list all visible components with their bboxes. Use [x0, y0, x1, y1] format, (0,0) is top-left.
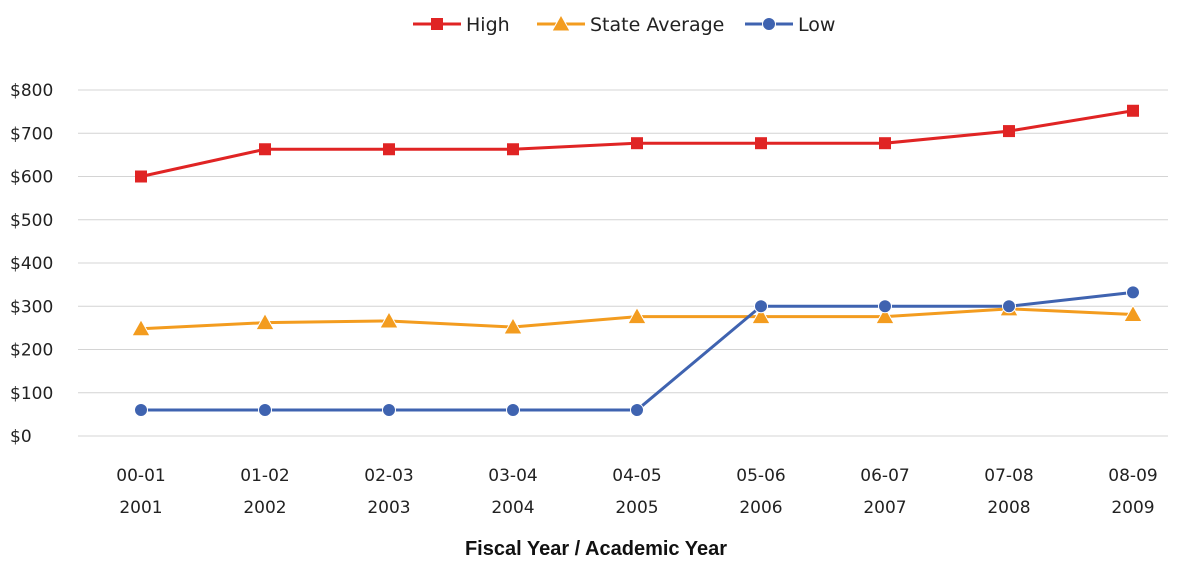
- y-tick-label: $100: [10, 384, 53, 404]
- legend: High State Average Low: [413, 13, 835, 36]
- y-tick-label: $0: [10, 427, 32, 447]
- y-tick-label: $600: [10, 168, 53, 188]
- x-tick-label: 2002: [243, 498, 286, 518]
- data-point: [875, 306, 895, 325]
- x-axis-ticks: 00-01 2001 01-02 2002 02-03 2003 03-04 2004 04-0…: [116, 466, 1157, 518]
- x-tick-label: 2008: [987, 498, 1030, 518]
- y-tick-label: $700: [10, 124, 53, 144]
- legend-marker: [762, 17, 776, 31]
- y-tick-label: $500: [10, 211, 53, 231]
- data-point: [630, 403, 644, 418]
- x-tick-label: 2001: [119, 498, 162, 518]
- x-tick-label: 03-04: [488, 466, 537, 486]
- data-point: [134, 403, 148, 418]
- y-tick-label: $200: [10, 341, 53, 361]
- y-tick-label: $300: [10, 297, 53, 317]
- x-tick-label: 2006: [739, 498, 782, 518]
- x-tick-label: 2005: [615, 498, 658, 518]
- data-point: [1126, 285, 1140, 300]
- x-tick-label: 00-01: [116, 466, 165, 486]
- data-point: [131, 318, 151, 337]
- data-point: [379, 310, 399, 329]
- series-high: [135, 104, 1139, 183]
- data-point: [507, 143, 519, 156]
- data-point: [258, 403, 272, 418]
- x-tick-label: 2007: [863, 498, 906, 518]
- y-axis-ticks: $0 $100 $200 $300 $400 $500 $600 $700 $800: [10, 81, 53, 447]
- data-point: [503, 316, 523, 335]
- x-tick-label: 02-03: [364, 466, 413, 486]
- legend-label: High: [466, 14, 510, 36]
- data-point: [1002, 299, 1016, 314]
- data-point: [878, 299, 892, 314]
- legend-marker: [551, 13, 571, 32]
- y-tick-label: $400: [10, 254, 53, 274]
- series-low: [134, 285, 1140, 418]
- data-point: [627, 306, 647, 325]
- data-point: [1123, 304, 1143, 322]
- series-group: [131, 104, 1143, 418]
- legend-item: Low: [745, 14, 835, 36]
- data-point: [255, 312, 275, 331]
- gridlines: [78, 89, 1168, 437]
- data-point: [631, 137, 643, 150]
- x-tick-label: 06-07: [860, 466, 909, 486]
- data-point: [754, 299, 768, 314]
- data-point: [383, 143, 395, 156]
- data-point: [751, 306, 771, 325]
- x-tick-label: 2003: [367, 498, 410, 518]
- data-point: [1127, 104, 1139, 117]
- legend-item: State Average: [537, 13, 724, 36]
- data-point: [382, 403, 396, 418]
- legend-marker: [431, 18, 443, 30]
- legend-label: State Average: [590, 14, 724, 36]
- x-tick-label: 07-08: [984, 466, 1033, 486]
- x-tick-label: 05-06: [736, 466, 785, 486]
- data-point: [259, 143, 271, 156]
- data-point: [755, 137, 767, 150]
- y-tick-label: $800: [10, 81, 53, 101]
- data-point: [135, 170, 147, 183]
- data-point: [506, 403, 520, 418]
- x-tick-label: 2004: [491, 498, 534, 518]
- x-tick-label: 2009: [1111, 498, 1154, 518]
- data-point: [1003, 125, 1015, 138]
- data-point: [879, 137, 891, 150]
- x-tick-label: 08-09: [1108, 466, 1157, 486]
- x-axis-label: Fiscal Year / Academic Year: [465, 538, 727, 560]
- legend-item: High: [413, 14, 510, 36]
- legend-label: Low: [798, 14, 835, 36]
- x-tick-label: 04-05: [612, 466, 661, 486]
- x-tick-label: 01-02: [240, 466, 289, 486]
